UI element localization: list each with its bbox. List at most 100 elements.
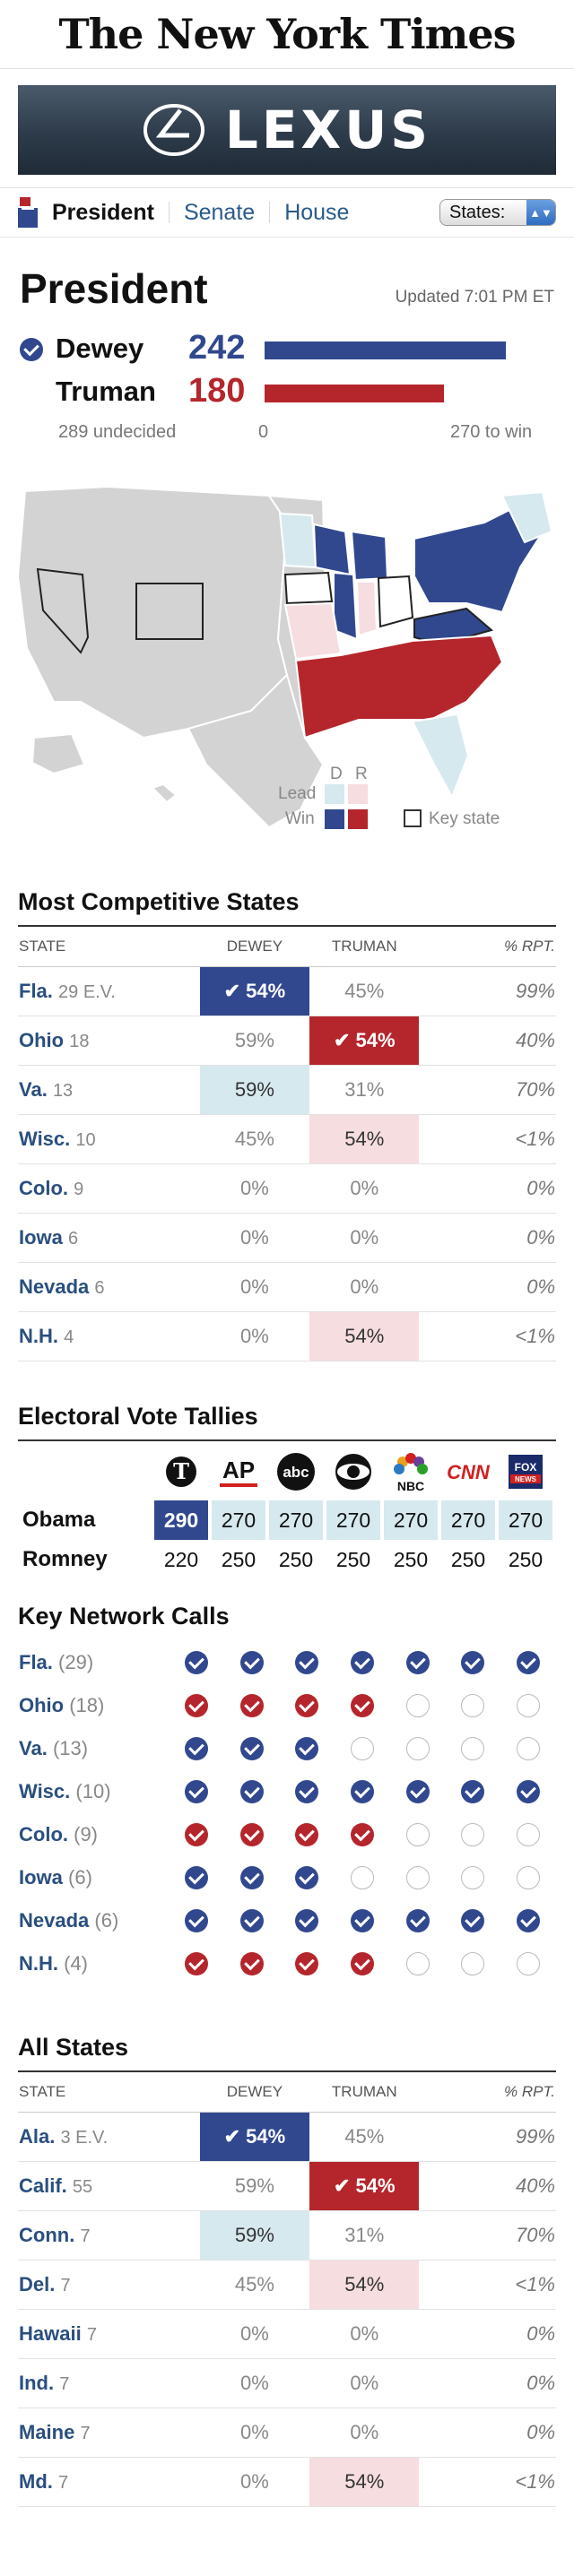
rep-call-check-icon <box>239 1952 264 1975</box>
rep-call-check-icon <box>185 1823 209 1846</box>
col-dewey: DEWEY <box>199 927 310 967</box>
state-row[interactable]: Iowa 6 0% 0% 0% <box>18 1213 556 1263</box>
calls-state[interactable]: Colo. (9) <box>18 1813 169 1856</box>
calls-row[interactable]: Iowa (6) <box>18 1856 556 1899</box>
all-states-heading: All States <box>18 2034 556 2072</box>
calls-state[interactable]: Va. (13) <box>18 1727 169 1770</box>
state-name[interactable]: Del. 7 <box>18 2260 200 2310</box>
state-row[interactable]: Del. 7 45% 54% <1% <box>18 2260 556 2310</box>
tally-value: 250 <box>508 1547 544 1571</box>
state-name[interactable]: Ohio 18 <box>18 1016 200 1066</box>
truman-pct-value: 45% <box>344 980 385 1002</box>
calls-row[interactable]: Va. (13) <box>18 1727 556 1770</box>
state-row[interactable]: Fla. 29 E.V. ✔ 54% 45% 99% <box>18 966 556 1016</box>
state-row[interactable]: Nevada 6 0% 0% 0% <box>18 1262 556 1312</box>
calls-state[interactable]: N.H. (4) <box>18 1942 169 1985</box>
rep-call-check-icon <box>295 1823 319 1846</box>
state-name[interactable]: Va. 13 <box>18 1065 200 1115</box>
states-select[interactable]: States: ▲▼ <box>439 199 556 226</box>
calls-state[interactable]: Ohio (18) <box>18 1684 169 1727</box>
competitive-table: STATE DEWEY TRUMAN % RPT. Fla. 29 E.V. ✔ … <box>18 927 556 1361</box>
call-cell <box>280 1727 335 1770</box>
state-row[interactable]: Md. 7 0% 54% <1% <box>18 2457 556 2507</box>
state-row[interactable]: Maine 7 0% 0% 0% <box>18 2407 556 2458</box>
state-row[interactable]: Ala. 3 E.V. ✔ 54% 45% 99% <box>18 2112 556 2162</box>
state-ev: 6 <box>94 1278 105 1298</box>
state-row[interactable]: Wisc. 10 45% 54% <1% <box>18 1114 556 1164</box>
state-name[interactable]: Nevada 6 <box>18 1262 200 1312</box>
tab-president[interactable]: President <box>41 202 170 224</box>
call-cell <box>280 1942 335 1985</box>
call-cell <box>224 1813 280 1856</box>
calls-row[interactable]: Ohio (18) <box>18 1684 556 1727</box>
call-cell <box>446 1727 501 1770</box>
ev-bar-truman <box>265 385 444 402</box>
tally-value: 270 <box>441 1500 495 1540</box>
truman-pct-value: 0% <box>350 1226 379 1249</box>
tab-house[interactable]: House <box>284 200 350 225</box>
legend-dem-win-swatch <box>325 809 344 829</box>
state-row[interactable]: Colo. 9 0% 0% 0% <box>18 1163 556 1214</box>
calls-state[interactable]: Iowa (6) <box>18 1856 169 1899</box>
state-label: Ala. <box>19 2125 56 2148</box>
calls-row[interactable]: Fla. (29) <box>18 1641 556 1684</box>
call-cell <box>500 1899 556 1942</box>
dem-call-check-icon <box>185 1651 209 1674</box>
state-row[interactable]: Hawaii 7 0% 0% 0% <box>18 2309 556 2359</box>
state-name[interactable]: Ala. 3 E.V. <box>18 2112 200 2162</box>
calls-row[interactable]: N.H. (4) <box>18 1942 556 1985</box>
state-name[interactable]: Iowa 6 <box>18 1213 200 1263</box>
state-name[interactable]: Wisc. 10 <box>18 1114 200 1164</box>
truman-pct-value: 31% <box>344 1078 385 1101</box>
state-row[interactable]: Calif. 55 59% ✔ 54% 40% <box>18 2161 556 2211</box>
svg-text:abc: abc <box>283 1464 309 1481</box>
calls-row[interactable]: Colo. (9) <box>18 1813 556 1856</box>
call-cell <box>390 1684 446 1727</box>
dem-call-check-icon <box>239 1737 264 1760</box>
state-name[interactable]: Calif. 55 <box>18 2161 200 2211</box>
state-name[interactable]: Maine 7 <box>18 2407 200 2458</box>
call-cell <box>335 1899 390 1942</box>
state-label: Del. <box>19 2273 56 2295</box>
state-row[interactable]: Conn. 7 59% 31% 70% <box>18 2210 556 2260</box>
truman-pct: 45% <box>309 966 420 1016</box>
no-call-circle-icon <box>461 1952 485 1975</box>
truman-pct-value: 54% <box>355 2174 396 2197</box>
state-label: N.H. <box>19 1325 58 1347</box>
tab-senate[interactable]: Senate <box>170 202 271 224</box>
calls-state[interactable]: Wisc. (10) <box>18 1770 169 1813</box>
pct-reported: 0% <box>419 1262 556 1312</box>
state-name[interactable]: Fla. 29 E.V. <box>18 966 200 1016</box>
calls-state[interactable]: Fla. (29) <box>18 1641 169 1684</box>
dewey-pct: 0% <box>199 2358 310 2408</box>
called-check-icon <box>20 338 43 361</box>
truman-pct-value: 54% <box>344 1325 385 1347</box>
us-map[interactable]: D R Lead Win Key state <box>0 469 574 863</box>
calls-row[interactable]: Wisc. (10) <box>18 1770 556 1813</box>
calls-state[interactable]: Nevada (6) <box>18 1899 169 1942</box>
state-name[interactable]: Ind. 7 <box>18 2358 200 2408</box>
state-name[interactable]: Md. 7 <box>18 2457 200 2507</box>
state-name[interactable]: Conn. 7 <box>18 2210 200 2260</box>
state-row[interactable]: N.H. 4 0% 54% <1% <box>18 1311 556 1361</box>
state-name[interactable]: Colo. 9 <box>18 1163 200 1214</box>
state-label: Calif. <box>19 2174 67 2197</box>
tally-row: Romney 220 250 250 250 250 250 250 <box>22 1540 552 1579</box>
ev-truman: 180 <box>188 372 246 410</box>
calls-row[interactable]: Nevada (6) <box>18 1899 556 1942</box>
call-cell <box>169 1856 224 1899</box>
map-indiana <box>355 581 378 637</box>
state-name[interactable]: N.H. 4 <box>18 1311 200 1361</box>
state-name[interactable]: Hawaii 7 <box>18 2309 200 2359</box>
nyt-logo[interactable]: The New York Times <box>58 10 516 58</box>
state-row[interactable]: Va. 13 59% 31% 70% <box>18 1065 556 1115</box>
dewey-pct-value: 0% <box>239 1226 269 1249</box>
map-ohio <box>377 575 414 628</box>
state-row[interactable]: Ohio 18 59% ✔ 54% 40% <box>18 1016 556 1066</box>
call-cell <box>500 1942 556 1985</box>
calls-state-label: Iowa <box>19 1866 63 1889</box>
state-label: Hawaii <box>19 2322 82 2345</box>
lexus-ad-banner[interactable]: LEXUS <box>18 85 556 175</box>
state-row[interactable]: Ind. 7 0% 0% 0% <box>18 2358 556 2408</box>
truman-pct: 0% <box>309 2309 420 2359</box>
